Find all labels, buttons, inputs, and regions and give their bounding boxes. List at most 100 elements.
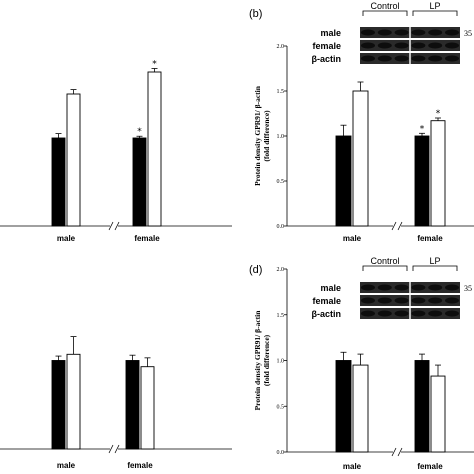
bar-male-control (51, 360, 66, 450)
significance-marker: * (152, 59, 157, 69)
blot-band (411, 310, 426, 317)
axis-break-mark (114, 444, 120, 454)
blot-band (394, 284, 409, 291)
blot-band (445, 42, 459, 49)
blot-group-label: LP (429, 256, 440, 266)
bar-female-lp (430, 120, 446, 227)
blot-band (411, 55, 426, 62)
bar-female-lp (147, 71, 162, 227)
axis-break-mark (397, 221, 403, 231)
blot-band (445, 297, 459, 304)
blot-band (411, 29, 426, 36)
bar-male-control (51, 137, 66, 227)
panel-d: 0.0 0.5 1.0 1.5 2.0 male female (d) Protein dens… (249, 256, 474, 471)
y-tick-label: 0.0 (277, 224, 285, 230)
y-tick-label: 1.5 (277, 313, 285, 319)
axis-break-mark (391, 221, 397, 231)
bar-female-lp (430, 375, 446, 453)
bar-male-lp (352, 364, 369, 453)
blot-band (361, 297, 375, 304)
y-tick-label: 1.0 (277, 359, 285, 365)
category-label-female: female (134, 234, 160, 243)
axis-break-mark (397, 447, 403, 457)
blot-band (394, 297, 409, 304)
blot-lane-separator (409, 40, 411, 51)
y-tick-label: 1.0 (277, 134, 285, 140)
y-axis-label: Protein density GPR91/ β-actin(fold diff… (253, 85, 271, 186)
category-label-male: male (57, 461, 76, 470)
bar-male-lp (66, 93, 81, 227)
blot-lane-separator (409, 308, 411, 319)
blot-size-label: 35 (464, 29, 472, 38)
category-label-female: female (127, 461, 153, 470)
blot-band (361, 29, 375, 36)
y-tick-label: 0.5 (277, 404, 285, 410)
bar-male-lp (352, 90, 369, 227)
blot-band (394, 42, 409, 49)
blot-lane-separator (409, 27, 411, 38)
blot-group-label: Control (370, 256, 399, 266)
category-label-female: female (417, 234, 443, 243)
blot-band (428, 29, 443, 36)
group-bracket (362, 265, 408, 271)
y-tick-label: 0.0 (277, 450, 285, 456)
significance-marker: * (137, 127, 142, 137)
bar-female-control (414, 360, 430, 453)
bar-female-lp (140, 366, 155, 450)
blot-band (428, 284, 443, 291)
blot-band (411, 42, 426, 49)
axis-break-gap (110, 445, 118, 453)
bar-male-control (335, 360, 352, 453)
blot-band (428, 297, 443, 304)
significance-marker: * (420, 124, 425, 134)
blot-band (445, 29, 459, 36)
axis-break-mark (108, 444, 114, 454)
blot-band (394, 55, 409, 62)
blot-lane-separator (409, 295, 411, 306)
blot-band (445, 284, 459, 291)
group-bracket (412, 10, 458, 16)
panel-c: male female (0, 336, 232, 470)
blot-row-label: female (312, 296, 341, 306)
bar-female-control (125, 360, 140, 450)
bar-female-control (132, 137, 147, 227)
blot-band (361, 55, 375, 62)
axis-break-mark (108, 221, 114, 231)
blot-size-label: 35 (464, 284, 472, 293)
blot-inset: Control LP male female β-actin 35 (312, 1, 472, 64)
bar-male-lp (66, 353, 81, 450)
blot-group-label: Control (370, 1, 399, 11)
blot-lane-separator (409, 282, 411, 293)
panel-label: (d) (249, 264, 262, 276)
panel-a: male * * female (0, 59, 232, 243)
y-tick-label: 2.0 (277, 44, 285, 50)
axis-break-gap (393, 222, 401, 230)
y-tick-label: 1.5 (277, 89, 285, 95)
blot-band (361, 310, 375, 317)
blot-band (445, 55, 459, 62)
bar-male-control (335, 135, 352, 227)
blot-band (361, 284, 375, 291)
blot-row-label: β-actin (312, 54, 342, 64)
category-label-female: female (417, 462, 443, 471)
blot-band (411, 297, 426, 304)
blot-lane-separator (409, 53, 411, 64)
group-bracket (412, 265, 458, 271)
blot-band (377, 42, 392, 49)
panel-label: (b) (249, 8, 262, 20)
axis-break-mark (114, 221, 120, 231)
blot-row-label: male (320, 283, 341, 293)
blot-band (428, 42, 443, 49)
blot-band (394, 310, 409, 317)
axis-break-gap (110, 222, 118, 230)
blot-group-label: LP (429, 1, 440, 11)
blot-band (445, 310, 459, 317)
blot-band (377, 284, 392, 291)
bar-female-control (414, 135, 430, 227)
blot-band (394, 29, 409, 36)
blot-band (377, 29, 392, 36)
panel-b: 0.0 0.5 1.0 1.5 2.0 male * * female (b) Protein de… (249, 1, 474, 243)
blot-band (377, 55, 392, 62)
blot-row-label: β-actin (312, 309, 342, 319)
